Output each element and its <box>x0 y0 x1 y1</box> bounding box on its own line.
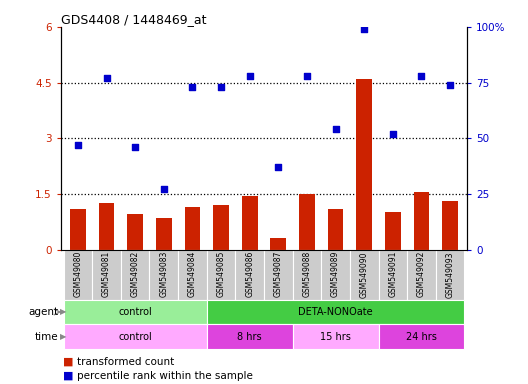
Text: GSM549090: GSM549090 <box>360 251 369 298</box>
Bar <box>350 250 379 300</box>
Text: 15 hrs: 15 hrs <box>320 332 351 342</box>
Text: GSM549093: GSM549093 <box>446 251 455 298</box>
Text: percentile rank within the sample: percentile rank within the sample <box>77 371 252 381</box>
Text: GSM549089: GSM549089 <box>331 251 340 298</box>
Bar <box>207 324 293 349</box>
Text: ■: ■ <box>63 371 74 381</box>
Text: transformed count: transformed count <box>77 357 174 367</box>
Bar <box>70 209 86 250</box>
Bar <box>63 250 92 300</box>
Text: GSM549088: GSM549088 <box>303 251 312 297</box>
Text: 8 hrs: 8 hrs <box>238 332 262 342</box>
Bar <box>213 205 229 250</box>
Text: GSM549080: GSM549080 <box>73 251 82 298</box>
Bar <box>127 214 143 250</box>
Bar <box>63 324 207 349</box>
Text: GSM549087: GSM549087 <box>274 251 283 298</box>
Bar <box>264 250 293 300</box>
Text: agent: agent <box>28 307 58 317</box>
Bar <box>379 324 465 349</box>
Bar <box>63 300 207 324</box>
Bar <box>299 194 315 250</box>
Bar <box>242 196 258 250</box>
Bar <box>293 250 321 300</box>
Bar <box>99 203 115 250</box>
Bar <box>270 238 286 250</box>
Bar <box>385 212 401 250</box>
Bar <box>293 324 379 349</box>
Bar <box>442 201 458 250</box>
Point <box>446 82 454 88</box>
Text: ▶: ▶ <box>60 333 67 341</box>
Text: GSM549092: GSM549092 <box>417 251 426 298</box>
Text: 24 hrs: 24 hrs <box>406 332 437 342</box>
Text: GSM549083: GSM549083 <box>159 251 168 298</box>
Text: GSM549086: GSM549086 <box>245 251 254 298</box>
Text: GSM549091: GSM549091 <box>388 251 398 298</box>
Bar <box>149 250 178 300</box>
Bar <box>407 250 436 300</box>
Text: GSM549082: GSM549082 <box>130 251 140 297</box>
Point <box>188 84 196 90</box>
Bar <box>413 192 429 250</box>
Bar <box>379 250 407 300</box>
Point <box>274 164 282 170</box>
Point <box>159 186 168 192</box>
Bar <box>92 250 121 300</box>
Text: DETA-NONOate: DETA-NONOate <box>298 307 373 317</box>
Bar <box>178 250 207 300</box>
Text: GSM549085: GSM549085 <box>216 251 225 298</box>
Bar <box>207 300 465 324</box>
Point <box>303 73 311 79</box>
Point <box>74 142 82 148</box>
Bar <box>328 209 343 250</box>
Text: control: control <box>118 307 152 317</box>
Point <box>102 75 111 81</box>
Point <box>332 126 340 132</box>
Text: GSM549084: GSM549084 <box>188 251 197 298</box>
Text: GSM549081: GSM549081 <box>102 251 111 297</box>
Text: time: time <box>34 332 58 342</box>
Point <box>131 144 139 150</box>
Point <box>217 84 225 90</box>
Point <box>360 26 369 32</box>
Text: ■: ■ <box>63 357 74 367</box>
Bar <box>156 218 172 250</box>
Text: ▶: ▶ <box>60 308 67 316</box>
Bar <box>436 250 465 300</box>
Bar <box>121 250 149 300</box>
Text: GDS4408 / 1448469_at: GDS4408 / 1448469_at <box>61 13 206 26</box>
Point <box>246 73 254 79</box>
Bar <box>321 250 350 300</box>
Bar <box>207 250 235 300</box>
Bar <box>185 207 200 250</box>
Point <box>389 131 397 137</box>
Text: control: control <box>118 332 152 342</box>
Point <box>417 73 426 79</box>
Bar <box>235 250 264 300</box>
Bar <box>356 79 372 250</box>
